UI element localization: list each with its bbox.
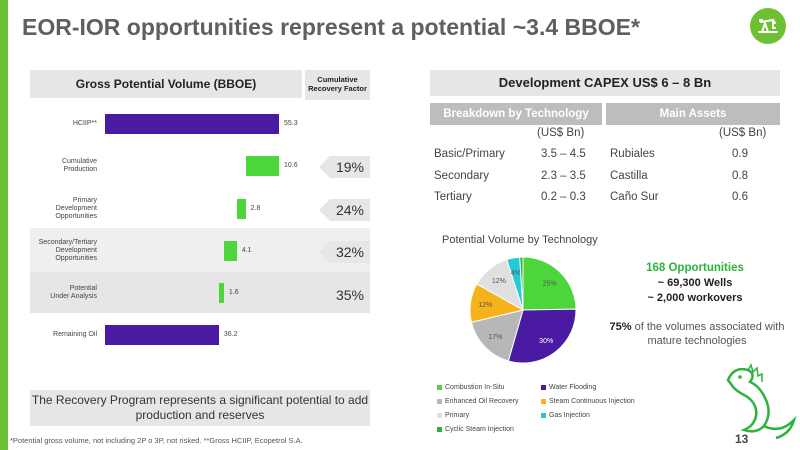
legend-label: Steam Continuous Injection — [549, 398, 635, 405]
recovery-factor-arrow — [319, 241, 330, 263]
legend-item: Cyclic Steam Injection — [437, 426, 514, 433]
asset-row-label: Castilla — [610, 170, 648, 182]
oil-pump-logo-icon — [750, 8, 786, 44]
recovery-factor-arrow — [319, 284, 330, 306]
technology-row-label: Basic/Primary — [434, 148, 505, 160]
wells-count: ~ 69,300 Wells — [657, 277, 733, 289]
legend-item: Primary — [437, 412, 469, 419]
waterfall-bar — [105, 114, 279, 134]
technology-row-value: 0.2 – 0.3 — [541, 191, 586, 203]
pie-slice-label: 17% — [488, 334, 502, 341]
recovery-program-note: The Recovery Program represents a signif… — [30, 390, 370, 426]
legend-item: Gas Injection — [541, 412, 590, 419]
waterfall-value-label: 1.6 — [228, 289, 239, 296]
pie-chart: 25% 30% 17% 12% 12% 4% 1% — [469, 250, 577, 364]
waterfall-value-label: 2.8 — [250, 205, 261, 212]
recovery-factor-arrow — [319, 156, 330, 178]
pie-slice-label: 25% — [543, 280, 557, 287]
recovery-factor-arrow — [319, 199, 330, 221]
legend-label: Combustion In-Situ — [445, 384, 505, 391]
technology-row-value: 2.3 – 3.5 — [541, 170, 586, 182]
pie-slice — [522, 256, 577, 311]
footnote: *Potential gross volume, not including 2… — [10, 436, 303, 445]
asset-row-value: 0.8 — [732, 170, 748, 182]
legend-label: Cyclic Steam Injection — [445, 426, 514, 433]
recovery-factor-value: 32% — [330, 241, 370, 263]
accent-bar — [0, 0, 8, 450]
waterfall-value-label: 36.2 — [223, 331, 238, 338]
waterfall-category-label: Remaining Oil — [53, 331, 97, 338]
technology-row-label: Secondary — [434, 170, 489, 182]
recovery-factor-value: 35% — [330, 284, 370, 306]
highlight-band — [30, 228, 370, 272]
waterfall-chart-header: Gross Potential Volume (BBOE) — [30, 70, 302, 98]
recovery-factor-value: 19% — [330, 156, 370, 178]
pie-chart-title: Potential Volume by Technology — [442, 234, 598, 246]
pie-slice-label: 30% — [539, 338, 553, 345]
pie-slice — [519, 256, 524, 311]
asset-row-label: Caño Sur — [610, 191, 659, 203]
waterfall-category-label: Secondary/Tertiary Development Opportuniti… — [38, 239, 97, 263]
asset-row-value: 0.6 — [732, 191, 748, 203]
waterfall-bar — [105, 325, 219, 345]
waterfall-category-label: Potential Under Analysis — [50, 285, 97, 301]
legend-swatch — [541, 384, 546, 390]
legend-swatch — [541, 412, 546, 418]
pie-slice-label: 12% — [492, 278, 506, 285]
technology-row-label: Tertiary — [434, 191, 472, 203]
legend-swatch — [437, 398, 442, 404]
legend-swatch — [437, 412, 442, 418]
technology-unit: (US$ Bn) — [537, 127, 585, 139]
legend-label: Gas Injection — [549, 412, 590, 419]
pie-slice-label: 4% — [511, 270, 521, 277]
legend-label: Water Flooding — [549, 384, 597, 391]
page-title: EOR-IOR opportunities represent a potent… — [22, 14, 640, 40]
legend-label: Primary — [445, 412, 470, 419]
iguana-icon — [726, 363, 797, 440]
recovery-factor-value: 24% — [330, 199, 370, 221]
highlight-band — [30, 272, 370, 313]
mature-percent: 75% — [609, 321, 632, 333]
waterfall-value-label: 55.3 — [284, 120, 298, 127]
mature-text: of the volumes associated with mature te… — [631, 321, 785, 348]
legend-swatch — [541, 398, 546, 404]
pie-slice-label: 12% — [478, 302, 492, 309]
capex-header: Development CAPEX US$ 6 – 8 Bn — [430, 70, 780, 96]
asset-row-label: Rubiales — [610, 148, 655, 160]
pie-slice-label: 1% — [516, 250, 526, 252]
pie-slice — [470, 309, 524, 362]
legend-swatch — [437, 384, 442, 390]
technology-row-value: 3.5 – 4.5 — [541, 148, 586, 160]
technology-table-header: Breakdown by Technology — [430, 103, 602, 125]
recovery-factor-header: Cumulative Recovery Factor — [305, 70, 370, 100]
assets-table-header: Main Assets — [606, 103, 780, 125]
legend-item: Steam Continuous Injection — [541, 398, 635, 405]
workovers-count: ~ 2,000 workovers — [647, 292, 743, 304]
waterfall-bar — [245, 156, 279, 176]
waterfall-category-label: Primary Development Opportunities — [55, 197, 97, 221]
legend-label: Enhanced Oil Recovery — [445, 398, 519, 405]
legend-item: Water Flooding — [541, 384, 596, 391]
asset-row-value: 0.9 — [732, 148, 748, 160]
opportunities-count: 168 Opportunities — [646, 262, 744, 274]
mature-technologies-note: 75% of the volumes associated with matur… — [604, 320, 790, 349]
legend-item: Combustion In-Situ — [437, 384, 505, 391]
waterfall-category-label: HCIIP** — [72, 120, 97, 127]
legend-item: Enhanced Oil Recovery — [437, 398, 519, 405]
legend-swatch — [437, 426, 442, 432]
waterfall-bar — [236, 199, 246, 219]
waterfall-value-label: 10.6 — [284, 162, 298, 169]
waterfall-bar — [223, 241, 237, 261]
assets-unit: (US$ Bn) — [719, 127, 767, 139]
page-number: 13 — [735, 432, 749, 446]
waterfall-value-label: 4.1 — [241, 247, 252, 254]
pie-slice — [507, 308, 577, 364]
waterfall-category-label: Cumulative Production — [61, 158, 97, 174]
waterfall-bar — [218, 283, 224, 303]
